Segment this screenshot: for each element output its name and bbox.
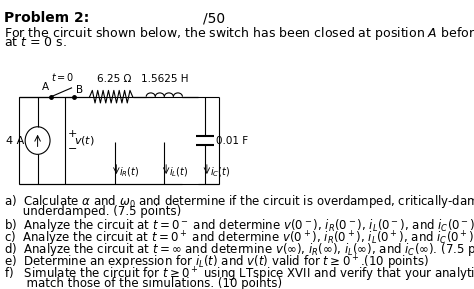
Text: a)  Calculate $\alpha$ and $\omega_0$ and determine if the circuit is overdamped: a) Calculate $\alpha$ and $\omega_0$ and… <box>4 193 474 210</box>
Text: 6.25 Ω: 6.25 Ω <box>97 74 132 84</box>
Text: 0.01 F: 0.01 F <box>216 136 248 146</box>
Text: c)  Analyze the circuit at $t = 0^+$ and determine $v(0^+)$, $i_R(0^+)$, $i_L(0^: c) Analyze the circuit at $t = 0^+$ and … <box>4 229 474 248</box>
Text: $t = 0$: $t = 0$ <box>51 71 74 83</box>
Text: $i_L(t)$: $i_L(t)$ <box>169 165 188 179</box>
Text: −: − <box>68 144 78 154</box>
Text: /50: /50 <box>203 12 226 25</box>
Text: underdamped. (7.5 points): underdamped. (7.5 points) <box>4 205 181 218</box>
Text: $i_R(t)$: $i_R(t)$ <box>119 165 139 179</box>
Text: 1.5625 H: 1.5625 H <box>141 74 188 84</box>
Text: f)   Simulate the circuit for $t \geq 0^+$ using LTspice XVII and verify that yo: f) Simulate the circuit for $t \geq 0^+$… <box>4 265 474 284</box>
Text: b)  Analyze the circuit at $t = 0^-$ and determine $v(0^-)$, $i_R(0^-)$, $i_L(0^: b) Analyze the circuit at $t = 0^-$ and … <box>4 217 474 234</box>
Text: at $t$ = 0 s.: at $t$ = 0 s. <box>4 36 66 49</box>
Text: e)  Determine an expression for $i_L(t)$ and $v(t)$ valid for $t \geq 0^+$.(10 p: e) Determine an expression for $i_L(t)$ … <box>4 253 428 272</box>
Text: 4 A: 4 A <box>6 136 24 146</box>
Text: +: + <box>68 129 78 139</box>
Text: d)  Analyze the circuit at $t = \infty$ and determine $v(\infty)$, $i_R(\infty)$: d) Analyze the circuit at $t = \infty$ a… <box>4 241 474 258</box>
Text: Problem 2:: Problem 2: <box>4 12 89 25</box>
Text: For the circuit shown below, the switch has been closed at position $A$ before c: For the circuit shown below, the switch … <box>4 25 474 42</box>
Text: B: B <box>76 86 83 95</box>
Text: $i_C(t)$: $i_C(t)$ <box>210 165 230 179</box>
Text: A: A <box>42 82 49 92</box>
Text: match those of the simulations. (10 points): match those of the simulations. (10 poin… <box>4 277 282 289</box>
Text: $v(t)$: $v(t)$ <box>74 134 94 147</box>
